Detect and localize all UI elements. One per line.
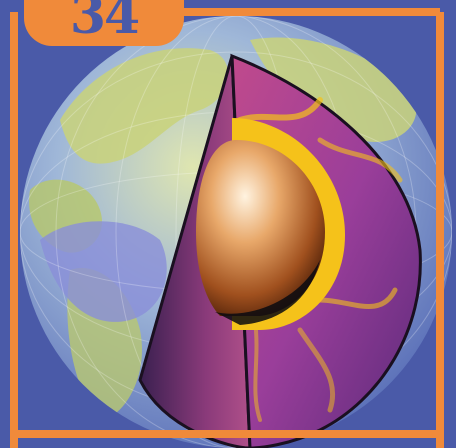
- issue-number: 34: [69, 0, 140, 46]
- orange-frame: [10, 8, 444, 448]
- mantle-plumes: [237, 97, 403, 422]
- inner-core: [196, 140, 325, 316]
- globe-surface: [20, 16, 452, 448]
- issue-number-badge: 34: [24, 0, 184, 46]
